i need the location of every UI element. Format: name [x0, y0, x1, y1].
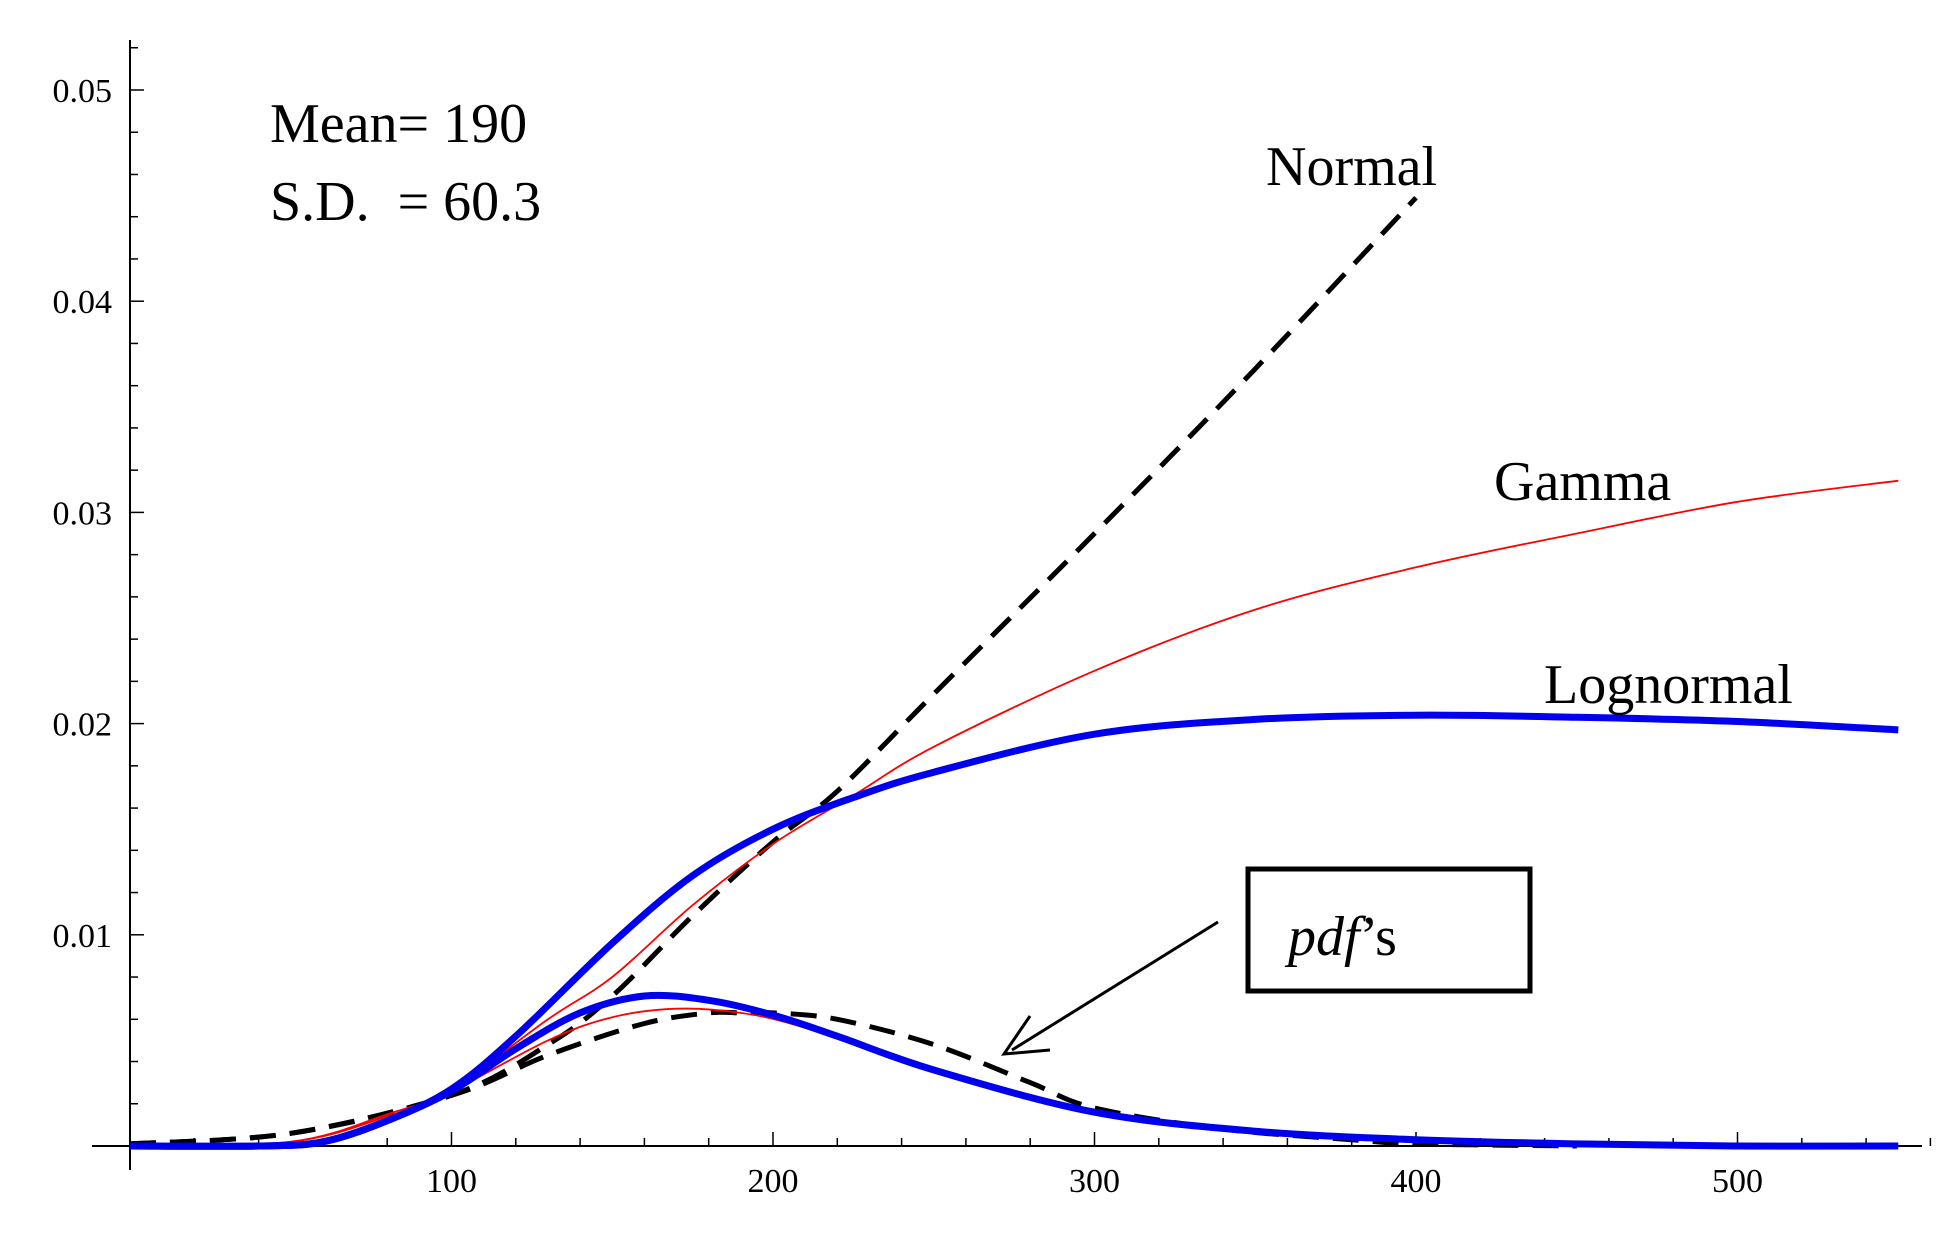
y-tick-label: 0.03	[53, 495, 113, 532]
pdf-box	[1245, 866, 1533, 994]
curves	[129, 195, 1899, 1150]
x-tick-label: 200	[748, 1163, 799, 1200]
x-tick-label: 300	[1069, 1163, 1120, 1200]
gamma-curve-label: Gamma	[1494, 451, 1671, 513]
gamma-pdf-curve	[129, 1007, 1899, 1148]
x-tick-label: 500	[1712, 1163, 1763, 1200]
normal-curve-label: Normal	[1266, 136, 1437, 198]
mean-annotation: Mean= 190	[270, 93, 527, 155]
pdf-box-italic-text: pdf	[1284, 906, 1367, 968]
lognormal-hazard-curve	[129, 711, 1899, 1150]
x-tick-label: 400	[1391, 1163, 1442, 1200]
lognormal-pdf-curve	[129, 991, 1899, 1150]
y-tick-label: 0.04	[53, 284, 113, 321]
y-tick-label: 0.05	[53, 73, 113, 110]
x-tick-label: 100	[426, 1163, 477, 1200]
pdf-box-suffix-text: ’s	[1360, 906, 1397, 968]
gamma-hazard-curve	[129, 479, 1899, 1147]
lognormal-curve-label: Lognormal	[1544, 654, 1793, 716]
y-tick-label: 0.01	[53, 918, 113, 955]
sd-annotation: S.D. = 60.3	[270, 171, 541, 233]
pdf-box-label: pdf’s	[1284, 906, 1397, 968]
normal-hazard-curve	[129, 195, 1418, 1147]
pdf-arrow-head	[1000, 1015, 1051, 1056]
y-tick-label: 0.02	[53, 707, 113, 744]
pdf-callout: pdf’s	[1000, 866, 1533, 1056]
normal-pdf-curve	[129, 1009, 1577, 1149]
pdf-arrow-shaft	[1011, 920, 1219, 1052]
